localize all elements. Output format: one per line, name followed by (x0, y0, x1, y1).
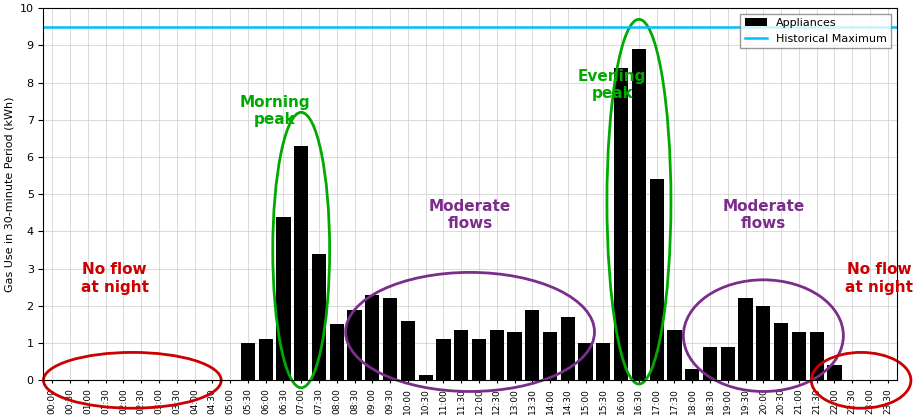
Bar (685, 369, 698, 380)
Bar (826, 365, 841, 380)
Bar (294, 146, 308, 380)
Bar (578, 343, 592, 380)
Bar (596, 343, 610, 380)
Text: No flow
at night: No flow at night (81, 263, 148, 295)
Bar (312, 254, 325, 380)
Bar (702, 347, 717, 380)
Text: No flow
at night: No flow at night (844, 263, 912, 295)
Bar (382, 298, 397, 380)
Bar (631, 49, 645, 380)
Legend: Appliances, Historical Maximum: Appliances, Historical Maximum (740, 14, 891, 48)
Bar (542, 332, 557, 380)
Bar (666, 330, 681, 380)
Bar (401, 321, 414, 380)
Bar (489, 330, 504, 380)
Bar (738, 298, 752, 380)
Bar (525, 310, 539, 380)
Bar (649, 179, 664, 380)
Bar (613, 68, 628, 380)
Bar (418, 375, 432, 380)
Bar (258, 339, 272, 380)
Text: Moderate
flows: Moderate flows (721, 199, 803, 232)
Bar (329, 324, 344, 380)
Bar (560, 317, 574, 380)
Bar (471, 339, 485, 380)
Bar (347, 310, 361, 380)
Bar (773, 323, 788, 380)
Text: Evening
peak: Evening peak (577, 69, 646, 101)
Y-axis label: Gas Use in 30-minute Period (kWh): Gas Use in 30-minute Period (kWh) (5, 97, 14, 292)
Text: Morning
peak: Morning peak (239, 95, 310, 127)
Bar (241, 343, 255, 380)
Bar (809, 332, 823, 380)
Text: Moderate
flows: Moderate flows (428, 199, 511, 232)
Bar (755, 306, 769, 380)
Bar (436, 339, 450, 380)
Bar (365, 295, 379, 380)
Bar (507, 332, 521, 380)
Bar (454, 330, 468, 380)
Bar (720, 347, 734, 380)
Bar (276, 217, 290, 380)
Bar (791, 332, 805, 380)
